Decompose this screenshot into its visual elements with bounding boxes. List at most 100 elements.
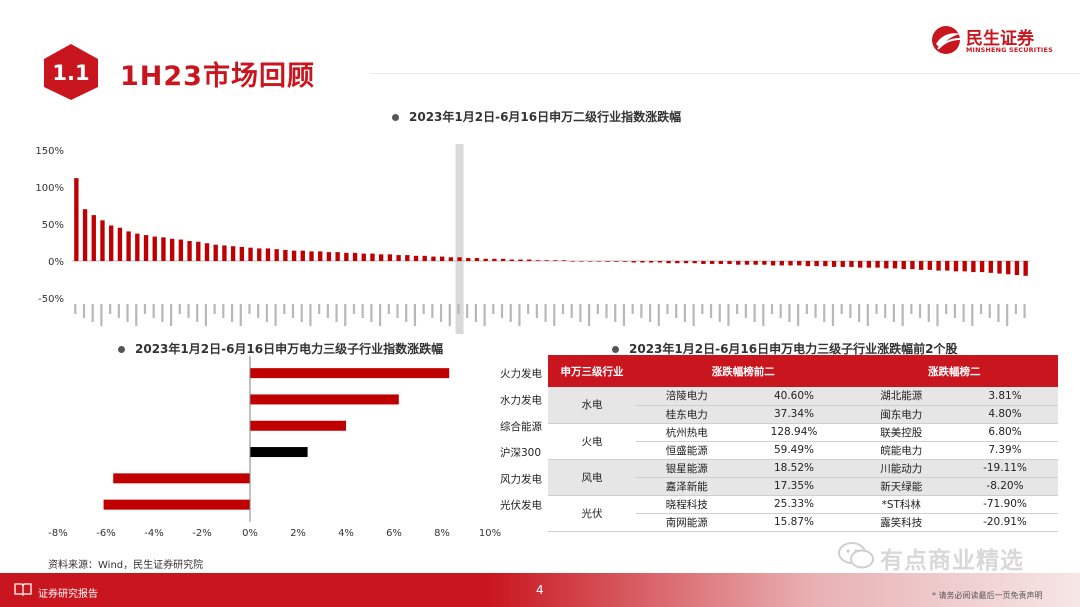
bar [387,254,393,261]
x-tick-mark [640,304,643,318]
bar [805,261,811,267]
y-tick-label: -50% [38,294,64,305]
logo-name-cn: 民生证券 [966,29,1034,49]
bar [945,261,950,271]
bar [492,258,497,261]
bar [866,261,872,268]
x-tick-mark [405,304,408,322]
bar [718,261,724,264]
bar [187,241,192,261]
page-title: 1H23市场回顾 [120,61,315,92]
bar [622,261,628,262]
hbar [250,447,308,458]
bar [169,238,175,261]
table-header: 涨跌幅榜前二 [636,355,851,387]
x-tick-mark [413,304,417,326]
x-tick-mark [318,304,321,314]
x-tick-mark [875,304,878,314]
x-tick-mark [230,304,234,322]
bar [927,261,933,270]
bullet-dot-icon [392,114,399,121]
bar [457,257,462,261]
x-tick-mark [666,304,669,314]
x-tick-mark [831,304,835,326]
watermark-text: 有点商业精选 [880,548,1024,574]
table-cell: -20.91% [952,513,1058,532]
table-cell: 联美控股 [850,423,952,442]
x-tick-mark [204,304,208,326]
bar [109,225,114,261]
x-tick-label: 6% [386,528,402,539]
bar [439,256,445,261]
x-tick-mark [387,304,390,314]
section-number: 1.1 [52,61,89,85]
x-tick-mark [466,304,469,318]
bar [326,252,332,261]
category-label: 光伏发电 [500,499,542,512]
x-tick-mark [335,304,338,322]
table-cell: 露笑科技 [850,513,952,532]
bar [840,261,845,267]
table-cell: 40.60% [737,387,851,406]
highlight-band [455,144,464,334]
x-tick-mark [378,304,382,326]
x-tick-mark [178,304,181,314]
table-cell: 嘉泽新能 [636,477,738,496]
bar [901,261,906,270]
x-tick-mark [527,304,530,314]
table-cell: 4.80% [952,405,1058,424]
bar [709,261,715,264]
bar [657,261,663,263]
bar [779,261,784,266]
source-note: 资料来源：Wind，民生证券研究院 [48,560,204,571]
bar [701,261,706,264]
bar [204,243,210,261]
x-tick-mark [535,304,538,318]
table-cell: 59.49% [737,441,851,460]
bar [910,261,915,270]
bar [570,261,575,262]
table-cell: 水电 [548,387,636,424]
bar [962,261,967,272]
x-tick-mark [962,304,965,322]
x-tick-mark [248,304,251,314]
bar [831,261,837,267]
x-tick-mark [892,304,896,322]
hbar [113,473,250,484]
table-cell: -19.11% [952,459,1058,478]
x-tick-mark [431,304,434,318]
x-tick-mark [309,304,312,326]
x-tick-mark [622,304,626,326]
bar [483,258,488,261]
industry-bar-chart: 150% 100% 50% 0% -50% [35,144,1030,334]
table-cell: 闽东电力 [850,405,952,424]
x-tick-mark [213,304,216,314]
x-tick-mark [82,304,86,318]
bar [884,261,889,269]
x-tick-mark [770,304,774,314]
x-tick-label: 2% [290,528,306,539]
bar [988,261,993,273]
bar [431,256,436,261]
bar [300,250,305,261]
bullet-dot-icon [612,346,619,353]
x-tick-mark [727,304,730,326]
bar [474,258,480,261]
bar [239,246,245,261]
bar [82,209,88,261]
bar [178,239,184,261]
x-tick-mark [135,304,138,326]
bar [605,261,610,262]
x-tick-mark [779,304,782,318]
bar [640,261,645,263]
x-tick-mark [361,304,364,318]
category-label: 水力发电 [500,393,542,406]
bar [683,261,689,264]
footer-label: 证券研究报告 [38,589,98,600]
x-tick-mark [518,304,521,326]
bar [744,261,750,265]
bar [762,261,767,265]
hbar [250,368,450,379]
x-tick-mark [492,304,495,314]
bar [196,241,201,261]
